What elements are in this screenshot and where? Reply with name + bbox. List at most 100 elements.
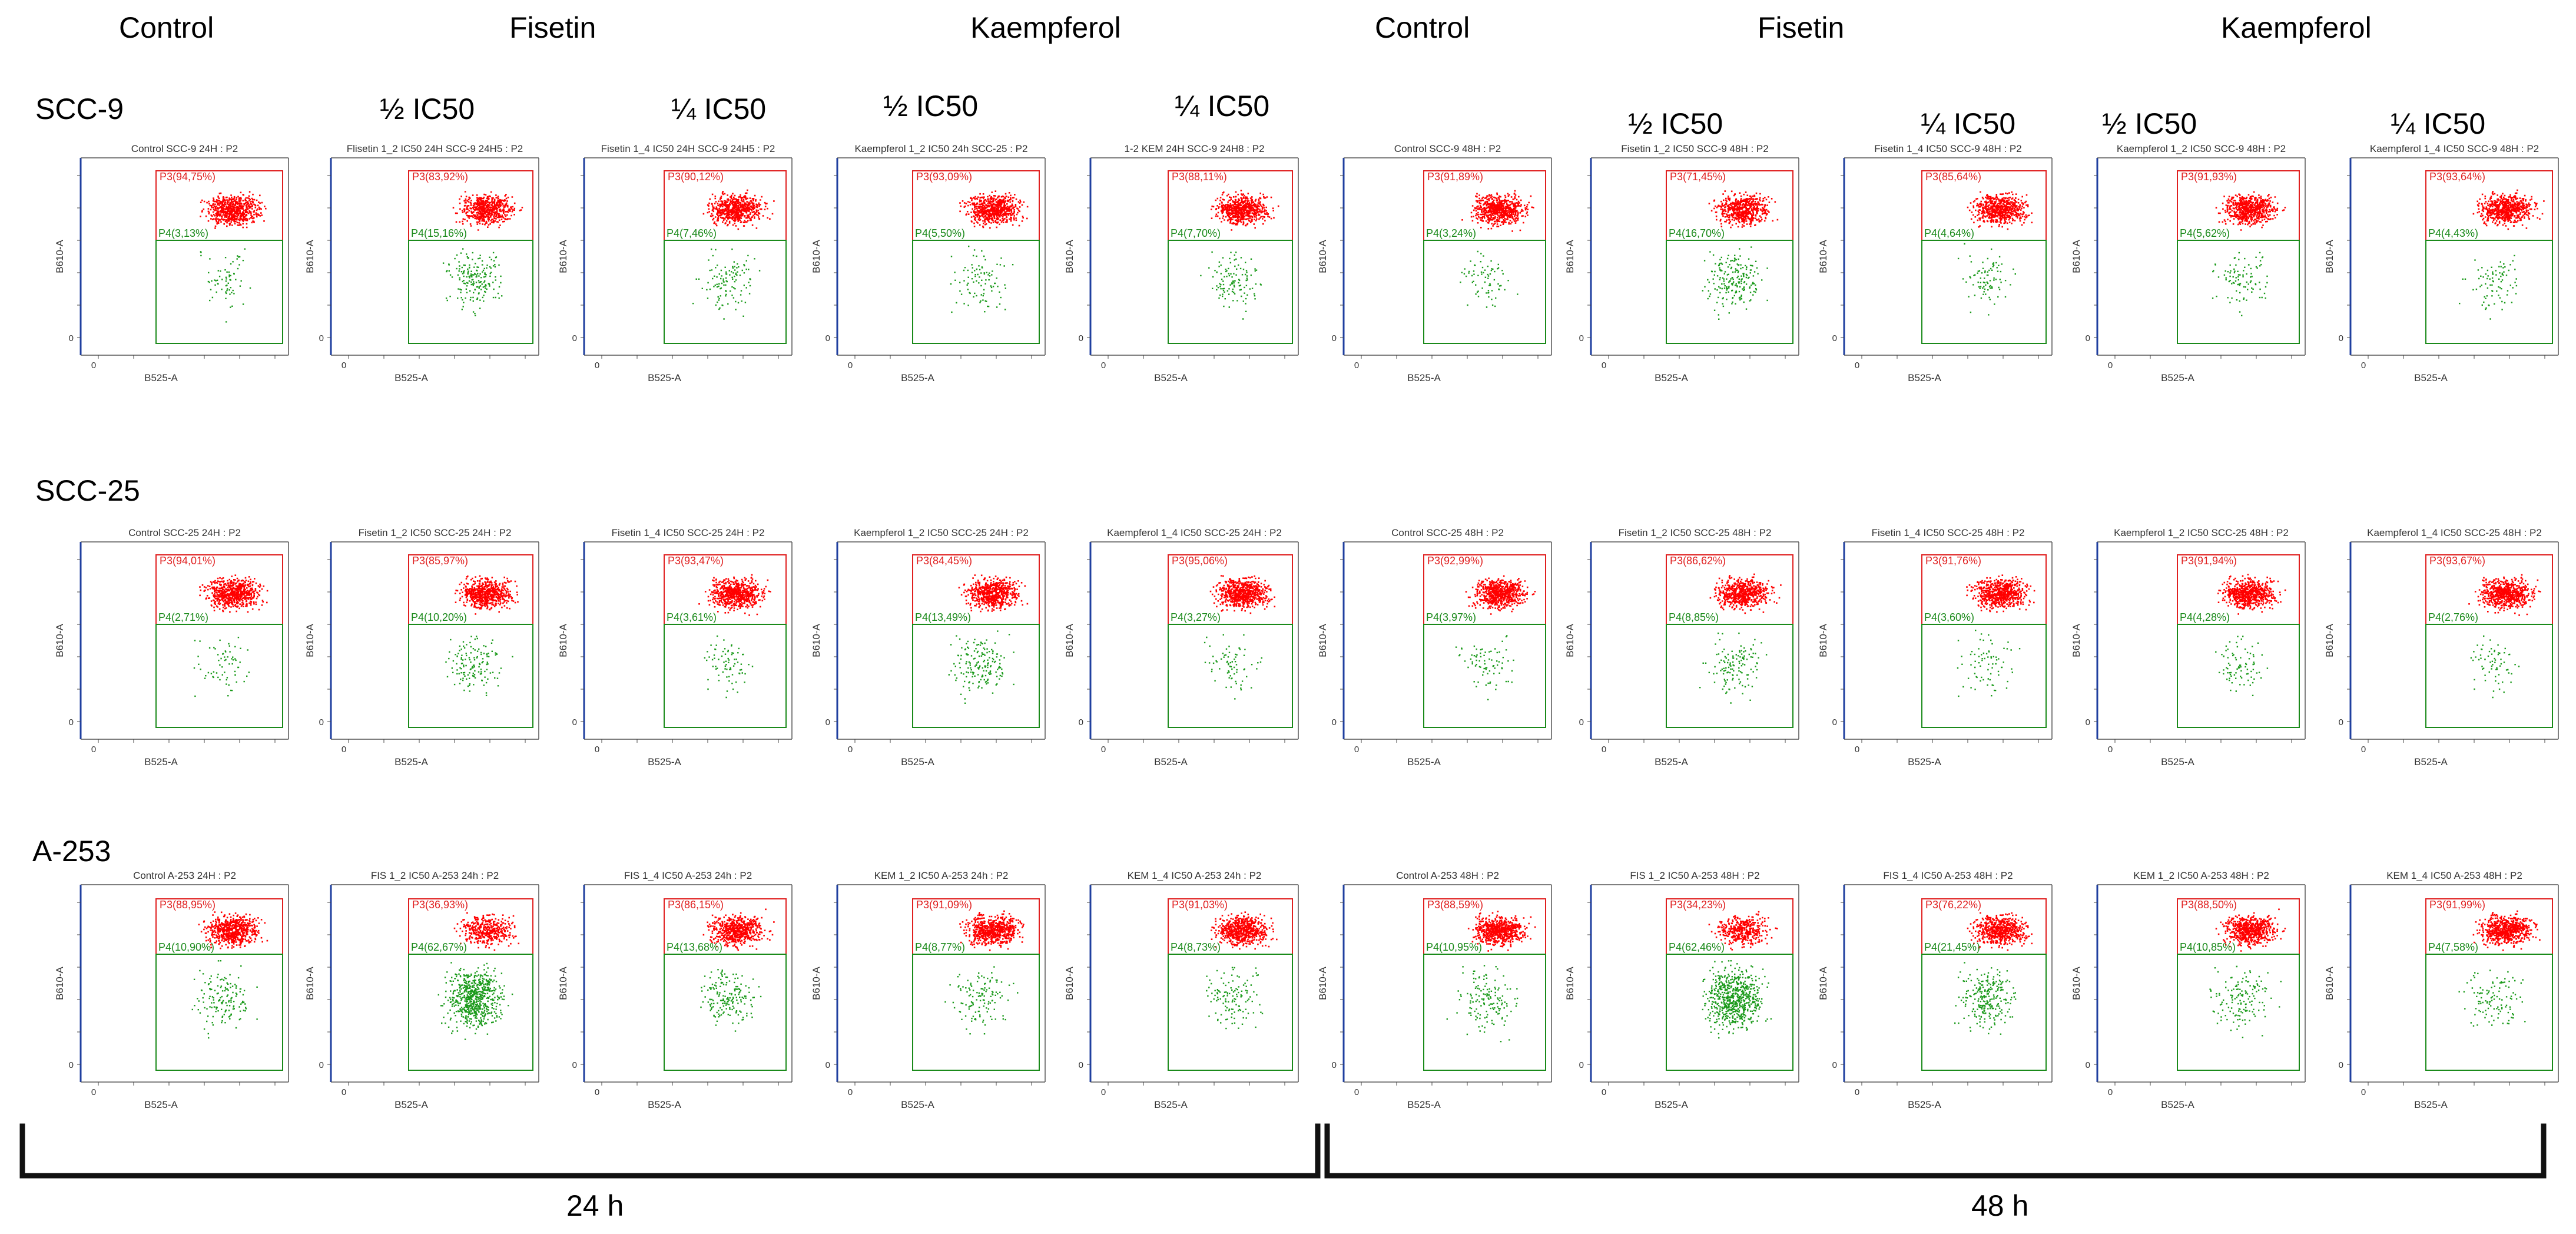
p4-gate	[2425, 240, 2553, 344]
dose-label-fis-half-24h: ½ IC50	[380, 92, 475, 125]
panel-title: Flisetin 1_2 IC50 24H SCC-9 24H5 : P2	[347, 143, 523, 154]
p4-gate	[912, 624, 1040, 728]
axis-ticks	[1340, 902, 1539, 1086]
event-dots	[1204, 575, 1276, 700]
x-axis-label: B525-A	[1407, 372, 1441, 383]
y-axis-label: B610-A	[1064, 623, 1075, 657]
axis-ticks	[1841, 902, 2039, 1086]
p4-gate	[1666, 240, 1793, 344]
event-dots	[1957, 574, 2035, 697]
y-tick-zero: 0	[1832, 333, 1837, 343]
x-tick-zero: 0	[1354, 1087, 1359, 1097]
x-tick-zero: 0	[1602, 360, 1606, 370]
panel-title: Kaempferol 1_2 IC50 SCC-25 24H : P2	[854, 527, 1029, 538]
panel-title: Kaempferol 1_4 IC50 SCC-9 48H : P2	[2370, 143, 2539, 154]
event-dots	[1455, 575, 1536, 700]
p4-gate-label: P4(13,49%)	[915, 611, 971, 623]
y-tick-zero: 0	[572, 717, 577, 727]
x-axis-label: B525-A	[648, 372, 681, 383]
panel-title: KEM 1_2 IC50 A-253 24h : P2	[874, 870, 1009, 881]
x-axis-label: B525-A	[1154, 1099, 1188, 1110]
p3-gate-label: P3(94,01%)	[160, 555, 216, 567]
x-tick-zero: 0	[1855, 745, 1859, 755]
x-tick-zero: 0	[1101, 360, 1106, 370]
event-dots	[2459, 189, 2545, 320]
axis-ticks	[1340, 175, 1539, 359]
dot-plot-panel: KEM 1_4 IC50 A-253 24h : P2 P3(91,03%) P4(…	[1064, 861, 1321, 1127]
p4-gate	[408, 954, 533, 1071]
x-tick-zero: 0	[595, 1087, 599, 1097]
panel-title: Control A-253 48H : P2	[1396, 870, 1499, 881]
axis-ticks	[77, 175, 276, 359]
dot-plot-panel: Control SCC-9 24H : P2 P3(94,75%) P4(3,13%…	[54, 134, 311, 401]
dot-plot-panel: KEM 1_2 IC50 A-253 48H : P2 P3(88,50%) P4(…	[2071, 861, 2328, 1127]
p3-gate-label: P3(95,06%)	[1172, 555, 1228, 567]
dot-plot-panel: Fisetin 1_2 IC50 SCC-9 48H : P2 P3(71,45%…	[1564, 134, 1821, 401]
p3-gate-label: P3(94,75%)	[160, 171, 216, 183]
event-dots	[2212, 191, 2286, 316]
x-axis-label: B525-A	[394, 756, 428, 767]
x-axis-label: B525-A	[2161, 1099, 2194, 1110]
p4-gate-label: P4(3,24%)	[1426, 227, 1476, 239]
y-tick-zero: 0	[319, 1060, 324, 1070]
x-tick-zero: 0	[91, 745, 96, 755]
p3-gate-label: P3(93,47%)	[668, 555, 724, 567]
dot-plot-panel: KEM 1_4 IC50 A-253 48H : P2 P3(91,99%) P4(…	[2324, 861, 2576, 1127]
y-tick-zero: 0	[572, 333, 577, 343]
p4-gate-label: P4(7,70%)	[1171, 227, 1221, 239]
x-axis-label: B525-A	[2414, 372, 2448, 383]
p3-gate-label: P3(91,89%)	[1427, 171, 1483, 183]
x-axis-label: B525-A	[1154, 372, 1188, 383]
panel-title: KEM 1_2 IC50 A-253 48H : P2	[2133, 870, 2269, 881]
x-axis-label: B525-A	[2414, 756, 2448, 767]
axis-ticks	[581, 175, 779, 359]
p4-gate	[2177, 954, 2300, 1071]
panel-title: Fisetin 1_4 IC50 SCC-9 48H : P2	[1874, 143, 2021, 154]
y-axis-label: B610-A	[1317, 966, 1328, 1000]
dose-label-fis-quarter-48h: ¼ IC50	[1921, 107, 2016, 140]
p4-gate	[1423, 624, 1546, 728]
axis-ticks	[581, 902, 779, 1086]
axis-ticks	[834, 175, 1032, 359]
event-dots	[1460, 190, 1534, 308]
p4-gate	[155, 240, 283, 344]
p4-gate-label: P4(3,13%)	[158, 227, 208, 239]
event-dots	[1699, 573, 1782, 704]
panel-title: KEM 1_4 IC50 A-253 24h : P2	[1128, 870, 1262, 881]
axis-ticks	[1340, 559, 1539, 743]
p4-gate-label: P4(2,76%)	[2428, 611, 2478, 623]
dot-plot-panel: Kaempferol 1_2 IC50 SCC-25 48H : P2 P3(91…	[2071, 518, 2328, 785]
y-tick-zero: 0	[69, 333, 74, 343]
p4-gate	[912, 240, 1040, 344]
axis-ticks	[2094, 559, 2292, 743]
p4-gate-label: P4(62,46%)	[1669, 941, 1725, 953]
panel-title: Control SCC-25 48H : P2	[1391, 527, 1504, 538]
p4-gate-label: P4(3,61%)	[667, 611, 717, 623]
col-header-kaempferol-48h: Kaempferol	[2221, 11, 2372, 44]
col-header-kaempferol-24h: Kaempferol	[970, 11, 1121, 44]
x-axis-label: B525-A	[648, 1099, 681, 1110]
dot-plot-panel: Fisetin 1_2 IC50 SCC-25 24H : P2 P3(85,97…	[304, 518, 561, 785]
x-tick-zero: 0	[1855, 1087, 1859, 1097]
dot-plot-panel: Control A-253 24H : P2 P3(88,95%) P4(10,90…	[54, 861, 311, 1127]
y-axis-label: B610-A	[1564, 239, 1576, 273]
event-dots	[1200, 190, 1279, 320]
x-tick-zero: 0	[1101, 745, 1106, 755]
p3-gate-label: P3(91,76%)	[1925, 555, 1981, 567]
dot-plot-panel: Flisetin 1_2 IC50 24H SCC-9 24H5 : P2 P3(…	[304, 134, 561, 401]
x-axis-label: B525-A	[2161, 756, 2194, 767]
x-axis-label: B525-A	[1154, 756, 1188, 767]
event-dots	[200, 191, 267, 323]
p4-gate-label: P4(10,95%)	[1426, 941, 1482, 953]
p4-gate-label: P4(5,50%)	[915, 227, 965, 239]
event-dots	[442, 191, 523, 316]
x-axis-label: B525-A	[2414, 1099, 2448, 1110]
axis-ticks	[2094, 902, 2292, 1086]
p4-gate	[408, 240, 533, 344]
p4-gate	[2177, 624, 2300, 728]
axis-ticks	[327, 175, 526, 359]
dose-label-fis-quarter-24h: ¼ IC50	[671, 92, 767, 125]
col-header-fisetin-48h: Fisetin	[1758, 11, 1845, 44]
p4-gate-label: P4(5,62%)	[2180, 227, 2230, 239]
dot-plot-panel: Control SCC-25 24H : P2 P3(94,01%) P4(2,71…	[54, 518, 311, 785]
